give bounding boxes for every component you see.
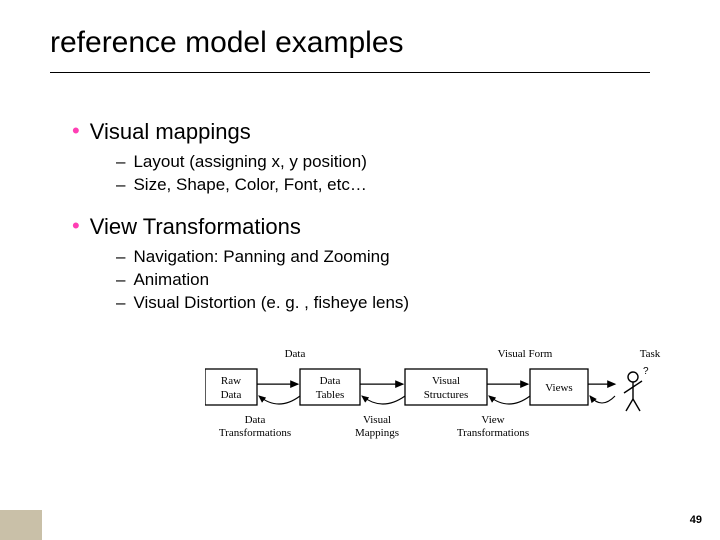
sub-text: Animation [133,270,209,289]
dash-icon: – [116,175,125,194]
bullet-1-label: Visual mappings [90,119,251,144]
bullet-1-subs: –Layout (assigning x, y position) –Size,… [116,151,672,197]
svg-text:Transformations: Transformations [219,427,291,439]
content-area: •Visual mappings –Layout (assigning x, y… [72,118,672,331]
dash-icon: – [116,247,125,266]
bullet-1: • Visual mappings [72,118,672,145]
svg-text:Visual: Visual [432,375,460,387]
sub-item: –Animation [116,269,672,292]
svg-text:View: View [481,414,504,426]
sub-text: Layout (assigning x, y position) [133,152,366,171]
svg-text:Data: Data [221,389,242,401]
svg-text:Tables: Tables [316,389,345,401]
sub-item: –Size, Shape, Color, Font, etc… [116,174,672,197]
dash-icon: – [116,293,125,312]
svg-text:Structures: Structures [424,389,469,401]
sub-text: Visual Distortion (e. g. , fisheye lens) [133,293,409,312]
dash-icon: – [116,270,125,289]
pipeline-diagram: Data Visual Form Task Raw Data Data Tables Visu… [205,345,705,455]
svg-text:?: ? [643,366,649,377]
footer-sidebar [0,510,42,540]
slide-title: reference model examples [50,26,404,60]
svg-text:Mappings: Mappings [355,427,399,439]
svg-text:Data: Data [320,375,341,387]
bullet-dot-icon: • [72,213,80,238]
sub-item: –Layout (assigning x, y position) [116,151,672,174]
svg-text:Views: Views [545,382,572,394]
sub-item: –Visual Distortion (e. g. , fisheye lens… [116,292,672,315]
svg-text:Data: Data [285,348,306,360]
title-rule [50,72,650,73]
slide: reference model examples • Visual mapping… [0,0,720,540]
bullet-dot-icon: • [72,118,80,143]
svg-text:Data: Data [245,414,266,426]
sub-text: Size, Shape, Color, Font, etc… [133,175,366,194]
svg-text:Transformations: Transformations [457,427,529,439]
svg-text:Visual Form: Visual Form [498,348,553,360]
page-number: 49 [690,514,702,526]
dash-icon: – [116,152,125,171]
svg-text:Visual: Visual [363,414,391,426]
bullet-2-subs: –Navigation: Panning and Zooming –Animat… [116,246,672,315]
sub-text: Navigation: Panning and Zooming [133,247,389,266]
bullet-2-label: View Transformations [90,214,301,239]
svg-text:Task: Task [640,348,661,360]
svg-text:Raw: Raw [221,375,241,387]
sub-item: –Navigation: Panning and Zooming [116,246,672,269]
bullet-2: • View Transformations [72,213,672,240]
